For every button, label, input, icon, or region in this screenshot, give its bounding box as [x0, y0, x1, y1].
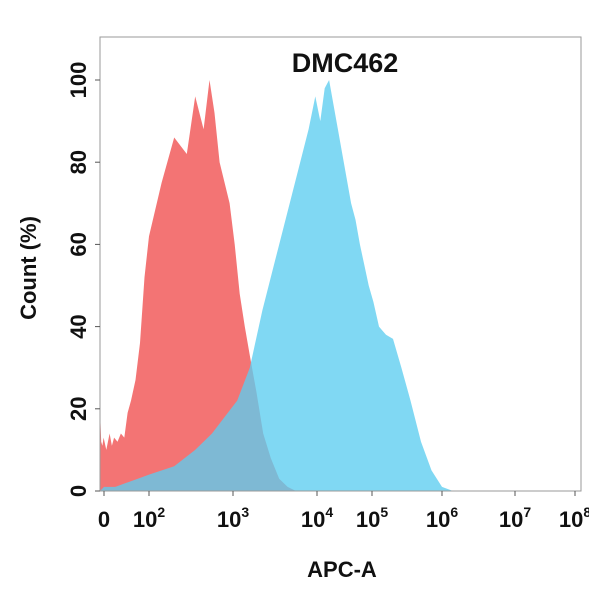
tick-labels: 0 20 40 60 80 100 0 102 103 104 105 106 107 108	[66, 62, 589, 532]
y-tick-label: 40	[66, 314, 91, 338]
y-tick-label: 60	[66, 232, 91, 256]
x-axis-label: APC-A	[307, 557, 377, 582]
y-tick-label: 0	[66, 485, 91, 497]
x-tick-label: 0	[98, 507, 110, 532]
x-tick-label: 106	[426, 504, 458, 532]
x-tick-label: 102	[133, 504, 165, 532]
y-tick-label: 100	[66, 62, 91, 99]
plot-frame	[99, 36, 582, 492]
x-tick-label: 103	[217, 504, 249, 532]
x-tick-label: 108	[559, 504, 589, 532]
histogram-series	[100, 80, 453, 491]
y-axis-label: Count (%)	[16, 216, 41, 320]
histogram-series-2	[100, 80, 453, 491]
axes	[95, 36, 582, 496]
chart-title: DMC462	[292, 48, 399, 78]
x-tick-label: 104	[301, 504, 333, 532]
y-tick-label: 80	[66, 150, 91, 174]
x-tick-label: 105	[356, 504, 388, 532]
y-tick-label: 20	[66, 397, 91, 421]
x-tick-label: 107	[499, 504, 531, 532]
